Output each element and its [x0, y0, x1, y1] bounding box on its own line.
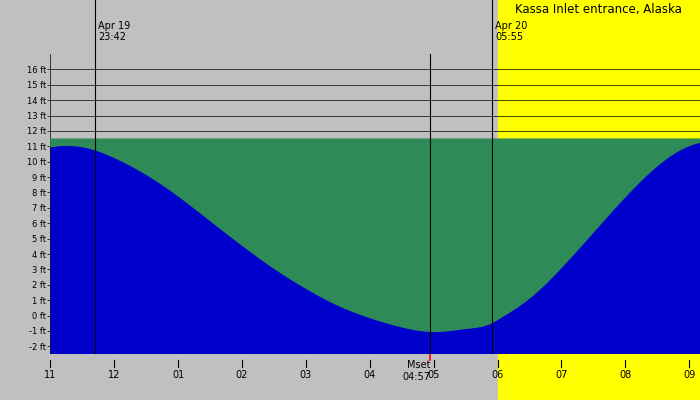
- Text: Mset
04:57: Mset 04:57: [402, 360, 430, 382]
- Bar: [498, 354, 700, 400]
- Text: 12: 12: [108, 370, 120, 380]
- Bar: [50, 354, 498, 400]
- Text: 08: 08: [619, 370, 631, 380]
- Text: 09: 09: [683, 370, 695, 380]
- Bar: [50, 0, 498, 54]
- Text: Apr 19
23:42: Apr 19 23:42: [98, 20, 131, 42]
- Text: 01: 01: [172, 370, 184, 380]
- Text: Apr 20
05:55: Apr 20 05:55: [496, 20, 528, 42]
- Text: 06: 06: [491, 370, 503, 380]
- Bar: [50, 54, 498, 354]
- Text: 07: 07: [555, 370, 568, 380]
- Text: 04: 04: [363, 370, 376, 380]
- Text: 05: 05: [428, 370, 440, 380]
- Bar: [498, 0, 700, 54]
- Text: 03: 03: [300, 370, 312, 380]
- Text: 02: 02: [236, 370, 248, 380]
- Text: Kassa Inlet entrance, Alaska: Kassa Inlet entrance, Alaska: [515, 3, 682, 16]
- Bar: [498, 54, 700, 354]
- Text: 11: 11: [44, 370, 57, 380]
